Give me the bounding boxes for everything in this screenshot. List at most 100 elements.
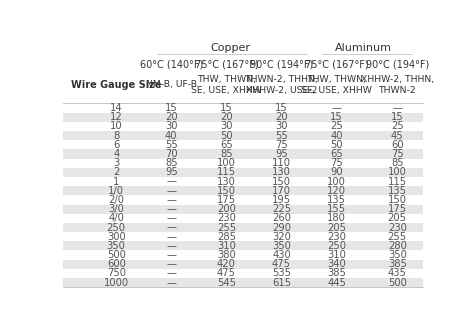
Text: 45: 45 (391, 130, 403, 141)
Text: 15: 15 (391, 112, 403, 122)
Text: 435: 435 (388, 268, 407, 279)
Text: 380: 380 (217, 250, 236, 260)
Text: 545: 545 (217, 278, 236, 288)
Text: 55: 55 (165, 140, 178, 150)
Text: 205: 205 (327, 222, 346, 232)
Text: —: — (166, 268, 176, 279)
Text: THWN-2, THHN,
XHHW-2, USE-2: THWN-2, THHN, XHHW-2, USE-2 (245, 75, 318, 95)
Text: 750: 750 (107, 268, 126, 279)
Text: 10: 10 (110, 121, 122, 131)
Text: 130: 130 (217, 177, 236, 187)
Text: 255: 255 (217, 222, 236, 232)
Text: 4: 4 (113, 149, 119, 159)
Text: Wire Gauge Size: Wire Gauge Size (71, 79, 162, 90)
Text: 75: 75 (330, 158, 343, 168)
Text: 175: 175 (388, 204, 407, 214)
Text: —: — (166, 213, 176, 223)
Text: 95: 95 (165, 167, 178, 177)
Text: 15: 15 (330, 112, 343, 122)
Text: 110: 110 (272, 158, 291, 168)
Text: 500: 500 (388, 278, 407, 288)
Text: —: — (166, 177, 176, 187)
Bar (63, 241, 423, 250)
Text: 280: 280 (388, 241, 407, 251)
Text: 95: 95 (275, 149, 288, 159)
Text: 310: 310 (327, 250, 346, 260)
Text: 600: 600 (107, 259, 126, 269)
Text: 50: 50 (220, 130, 233, 141)
Text: 30: 30 (220, 121, 233, 131)
Text: 135: 135 (327, 195, 346, 205)
Text: 50: 50 (330, 140, 343, 150)
Text: 100: 100 (327, 177, 346, 187)
Text: 25: 25 (330, 121, 343, 131)
Text: 350: 350 (388, 250, 407, 260)
Text: 12: 12 (110, 112, 123, 122)
Text: Copper: Copper (210, 43, 250, 53)
Bar (63, 168, 423, 177)
Text: 445: 445 (327, 278, 346, 288)
Text: 230: 230 (388, 222, 407, 232)
Text: 100: 100 (217, 158, 236, 168)
Text: —: — (166, 232, 176, 242)
Text: 205: 205 (388, 213, 407, 223)
Text: 310: 310 (217, 241, 236, 251)
Text: 14: 14 (110, 103, 122, 113)
Text: 85: 85 (220, 149, 233, 159)
Bar (63, 260, 423, 269)
Bar (63, 186, 423, 195)
Text: 120: 120 (327, 186, 346, 196)
Text: 8: 8 (113, 130, 119, 141)
Text: 40: 40 (165, 130, 178, 141)
Text: 340: 340 (327, 259, 346, 269)
Text: 225: 225 (272, 204, 291, 214)
Text: 150: 150 (272, 177, 291, 187)
Text: 475: 475 (272, 259, 291, 269)
Text: —: — (166, 222, 176, 232)
Text: 70: 70 (165, 149, 178, 159)
Text: —: — (166, 195, 176, 205)
Text: 320: 320 (272, 232, 291, 242)
Text: 75: 75 (275, 140, 288, 150)
Text: 1000: 1000 (104, 278, 129, 288)
Text: 350: 350 (107, 241, 126, 251)
Text: 175: 175 (217, 195, 236, 205)
Text: THW, THWN,
SE, USE, XHHW: THW, THWN, SE, USE, XHHW (301, 75, 372, 95)
Text: 475: 475 (217, 268, 236, 279)
Text: 60°C (140°F): 60°C (140°F) (140, 60, 203, 69)
Text: XHHW-2, THHN,
THWN-2: XHHW-2, THHN, THWN-2 (361, 75, 434, 95)
Text: 3: 3 (113, 158, 119, 168)
Text: —: — (166, 250, 176, 260)
Text: 25: 25 (391, 121, 403, 131)
Bar (63, 149, 423, 159)
Text: 500: 500 (107, 250, 126, 260)
Text: 230: 230 (327, 232, 346, 242)
Text: 30: 30 (275, 121, 288, 131)
Text: 230: 230 (217, 213, 236, 223)
Text: 100: 100 (388, 167, 407, 177)
Text: 300: 300 (107, 232, 126, 242)
Text: —: — (166, 278, 176, 288)
Text: 90°C (194°F): 90°C (194°F) (250, 60, 313, 69)
Text: 350: 350 (272, 241, 291, 251)
Text: 250: 250 (327, 241, 346, 251)
Text: 170: 170 (272, 186, 291, 196)
Text: 385: 385 (327, 268, 346, 279)
Text: 90°C (194°F): 90°C (194°F) (365, 60, 429, 69)
Text: 75°C (167°F): 75°C (167°F) (305, 60, 368, 69)
Text: 1/0: 1/0 (108, 186, 124, 196)
Text: —: — (332, 103, 342, 113)
Text: 30: 30 (165, 121, 178, 131)
Text: 55: 55 (275, 130, 288, 141)
Text: —: — (392, 103, 402, 113)
Text: 290: 290 (272, 222, 291, 232)
Bar (63, 205, 423, 214)
Bar (63, 112, 423, 122)
Text: 535: 535 (272, 268, 291, 279)
Text: Aluminum: Aluminum (335, 43, 392, 53)
Text: THW, THWN,
SE, USE, XHHW: THW, THWN, SE, USE, XHHW (191, 75, 262, 95)
Text: 150: 150 (217, 186, 236, 196)
Text: 75: 75 (391, 149, 403, 159)
Text: 255: 255 (388, 232, 407, 242)
Bar (63, 278, 423, 287)
